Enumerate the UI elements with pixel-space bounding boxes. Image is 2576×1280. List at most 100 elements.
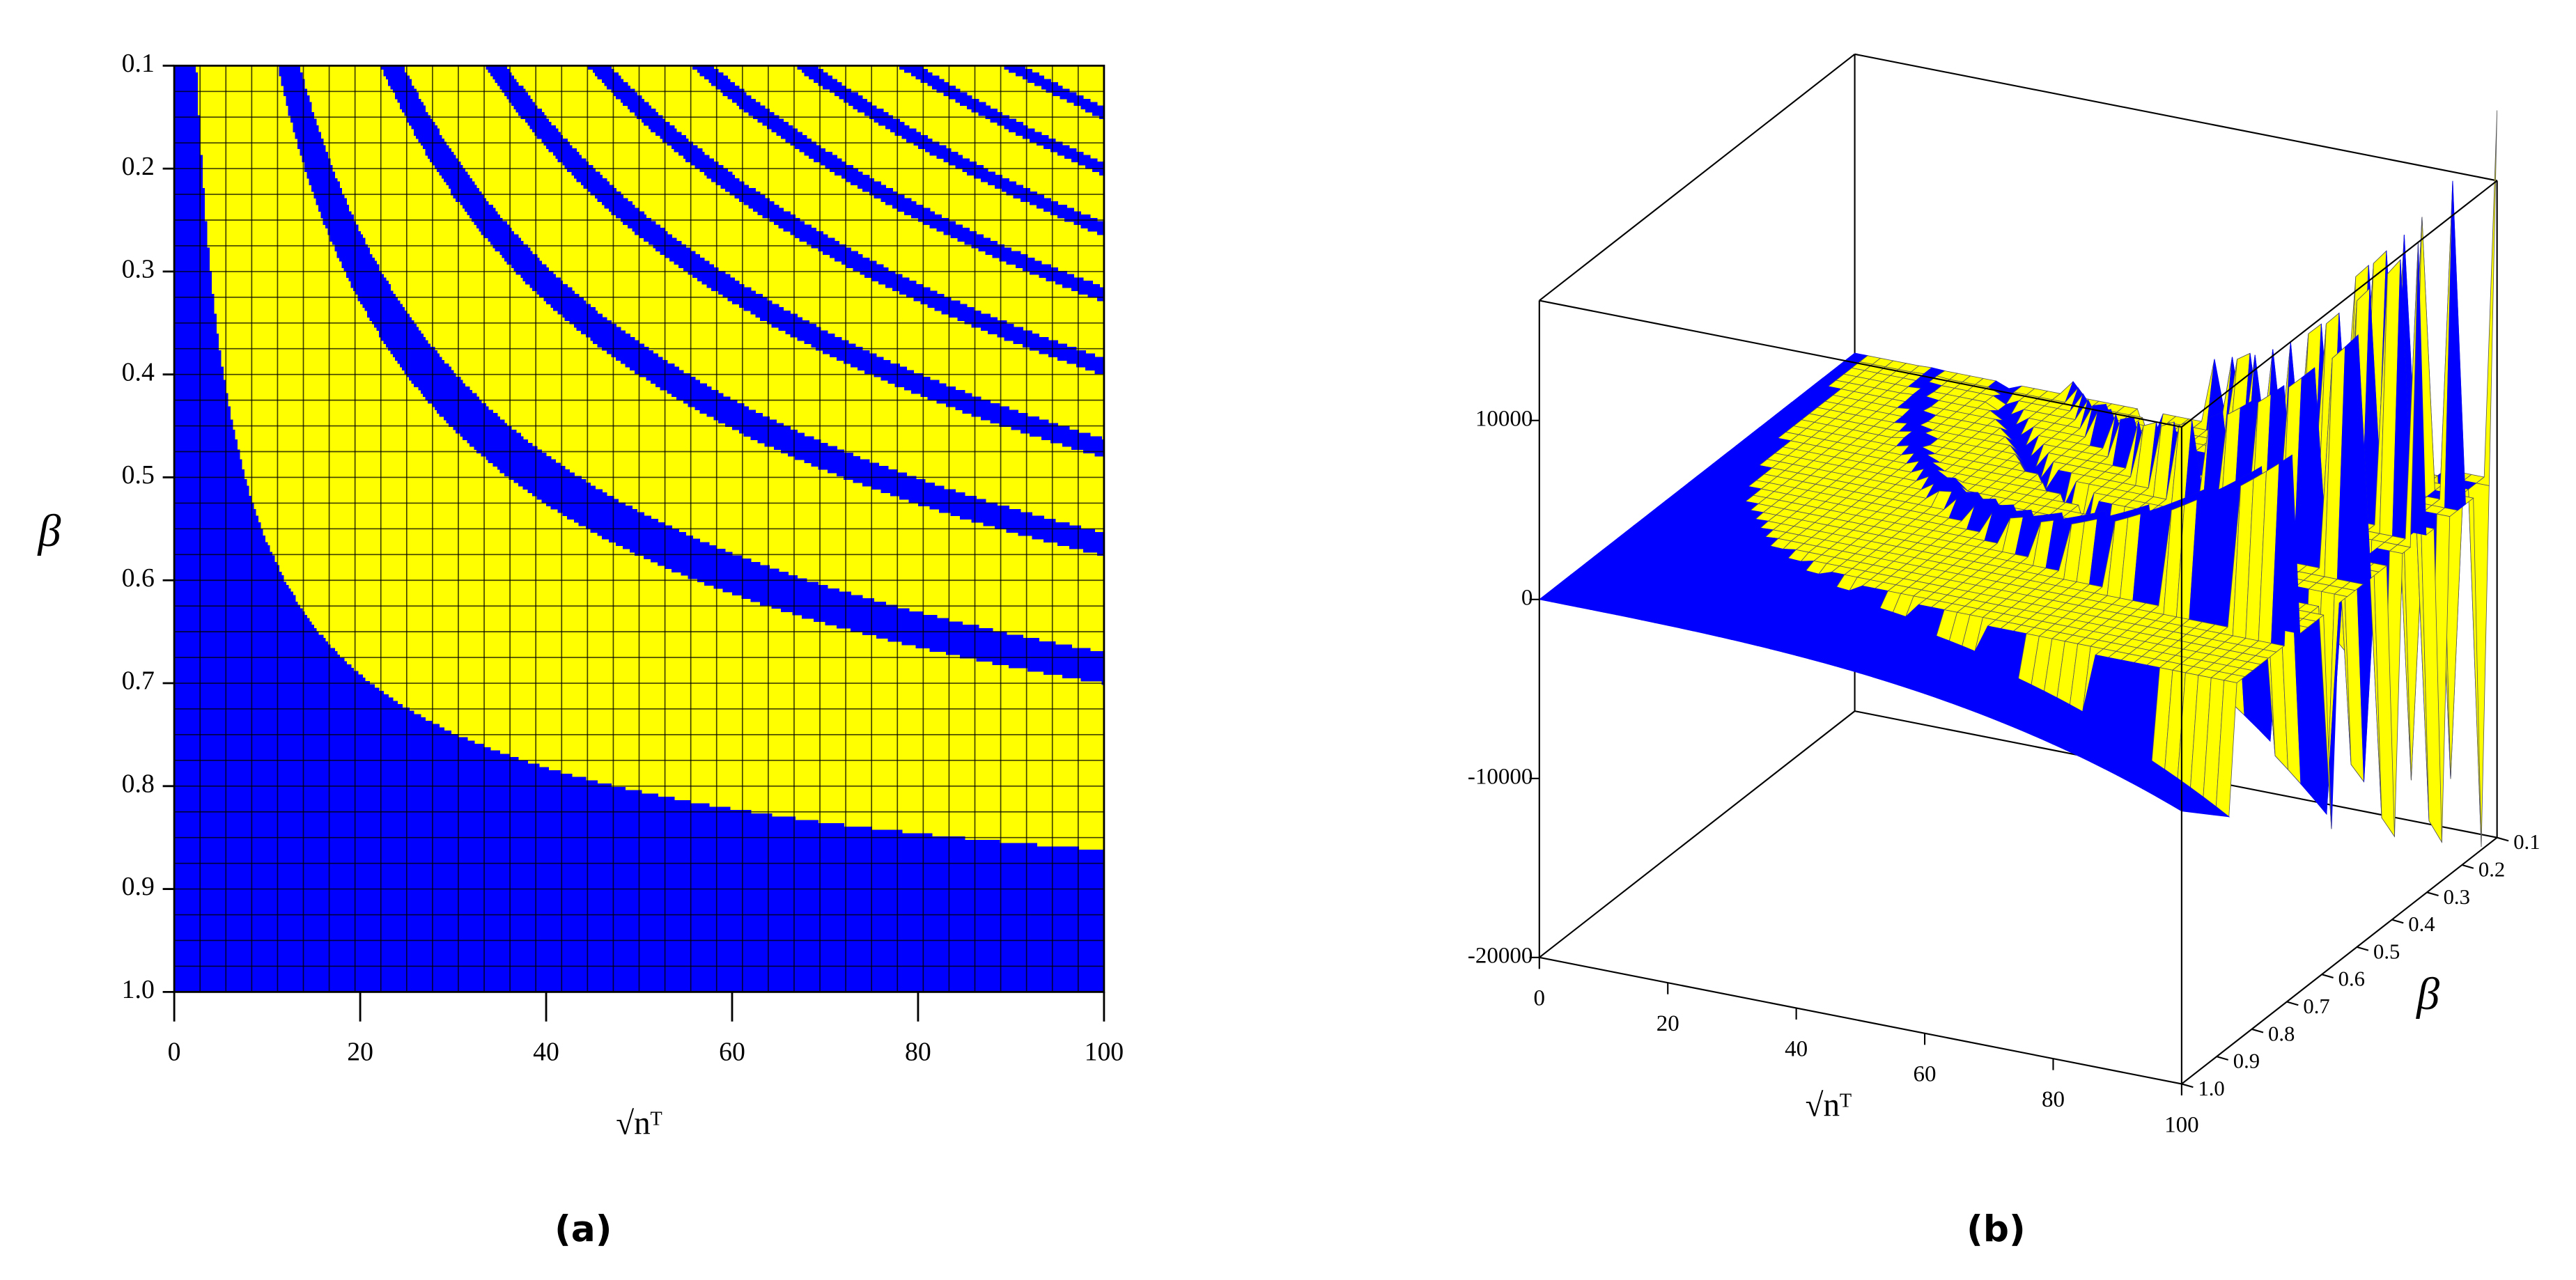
band — [903, 211, 935, 215]
band — [988, 330, 1033, 334]
band — [959, 515, 1044, 520]
x-axis-label: √nᵀ — [1806, 1088, 1852, 1124]
band — [174, 585, 289, 589]
band — [425, 396, 479, 400]
band — [1066, 360, 1105, 364]
band — [513, 479, 587, 483]
band — [1043, 671, 1105, 676]
band — [792, 611, 924, 616]
y-tick-label: 0.7 — [2303, 994, 2329, 1018]
band — [392, 353, 440, 358]
y-tick — [2216, 1056, 2228, 1061]
band — [320, 211, 352, 215]
band — [174, 290, 212, 295]
band — [174, 806, 731, 811]
band — [708, 79, 731, 83]
band — [550, 304, 591, 308]
band — [174, 330, 217, 334]
band — [938, 508, 1021, 513]
band — [1030, 432, 1091, 437]
band — [295, 132, 322, 136]
band — [302, 158, 331, 162]
band — [300, 151, 329, 156]
band — [962, 409, 1019, 414]
band — [490, 72, 512, 77]
band — [174, 790, 642, 795]
band — [839, 95, 863, 100]
band — [648, 125, 675, 130]
band — [418, 138, 444, 143]
band — [799, 148, 826, 153]
x-tick-label: 40 — [1785, 1036, 1808, 1061]
band — [174, 366, 224, 371]
band — [383, 72, 408, 77]
band — [948, 162, 977, 166]
band — [488, 69, 510, 73]
band — [311, 185, 340, 189]
band — [297, 141, 324, 146]
band — [174, 704, 403, 708]
y-tick-label: 0.5 — [122, 460, 155, 490]
band — [1013, 194, 1044, 199]
band — [936, 228, 970, 232]
band — [1071, 287, 1105, 292]
band — [334, 247, 371, 252]
band — [578, 522, 665, 526]
band — [804, 340, 849, 345]
band — [518, 482, 591, 487]
band — [316, 201, 347, 205]
band — [713, 585, 828, 589]
band — [174, 118, 201, 123]
band — [499, 85, 524, 90]
band — [423, 393, 477, 398]
band — [844, 360, 891, 364]
band — [1099, 171, 1105, 175]
band — [504, 472, 575, 477]
band — [892, 287, 931, 292]
y-tick-label: 0.2 — [122, 152, 155, 181]
band — [174, 323, 217, 328]
band — [997, 334, 1040, 338]
band — [174, 621, 312, 625]
band — [788, 453, 854, 457]
band — [174, 409, 231, 414]
y-tick-label: 0.9 — [122, 872, 155, 901]
band — [590, 191, 621, 196]
band — [910, 72, 933, 77]
band — [592, 340, 640, 345]
band — [174, 277, 212, 281]
band — [378, 330, 421, 334]
band — [174, 304, 215, 308]
band — [174, 65, 196, 70]
band — [1020, 198, 1051, 202]
band — [343, 267, 380, 272]
box-edge — [2181, 836, 2498, 1085]
band — [174, 148, 201, 153]
band — [844, 98, 868, 103]
band — [967, 105, 991, 109]
band — [397, 98, 421, 103]
band — [602, 79, 623, 83]
band — [974, 175, 1002, 179]
band — [706, 413, 763, 417]
band — [455, 429, 517, 434]
band — [818, 82, 842, 86]
band — [760, 317, 802, 321]
band — [418, 387, 470, 391]
band — [583, 185, 614, 189]
band — [1064, 155, 1091, 159]
band — [174, 185, 203, 189]
band — [706, 283, 745, 288]
band — [757, 439, 821, 444]
panel-a: 0.1 0.2 0.3 0.4 0.5 0.6 0.7 0.8 0.9 1.0 0 20 40 60 80 1… — [36, 49, 1124, 1251]
band — [525, 118, 550, 123]
band — [174, 499, 251, 504]
band — [174, 731, 451, 735]
band — [174, 264, 210, 268]
band — [353, 287, 391, 292]
band — [950, 512, 1033, 517]
band — [699, 409, 756, 414]
band — [672, 145, 698, 149]
band — [860, 270, 896, 275]
band — [597, 343, 644, 348]
